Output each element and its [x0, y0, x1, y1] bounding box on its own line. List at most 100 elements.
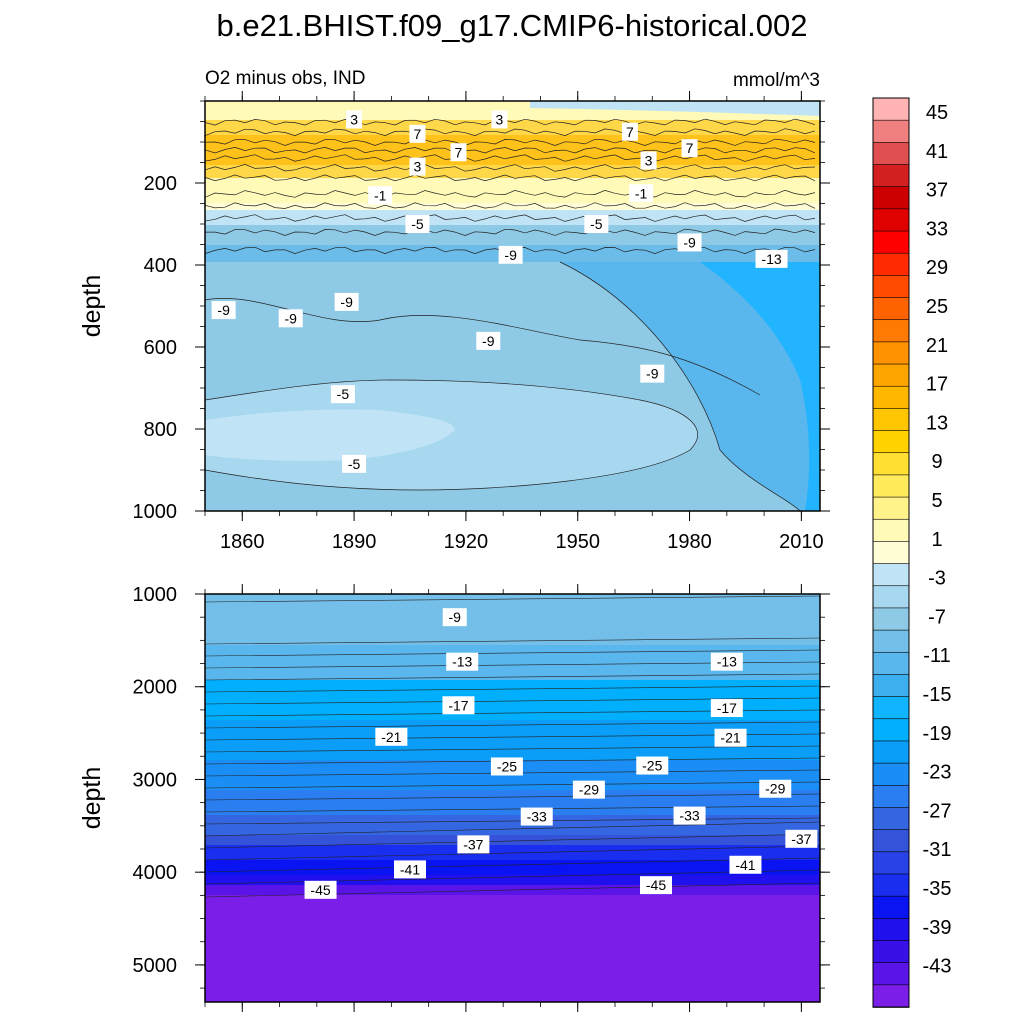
- contour-label-box: [520, 807, 553, 826]
- upper-contour-line: [204, 128, 816, 137]
- contour-label-text: 7: [626, 124, 634, 140]
- units-label: mmol/m^3: [733, 70, 820, 91]
- contour-label: -37: [785, 829, 818, 848]
- contour-label: 7: [450, 143, 467, 162]
- contour-label: -13: [755, 249, 788, 268]
- contour-label-text: -25: [497, 758, 517, 774]
- contour-label: 3: [491, 110, 508, 129]
- contour-label: -45: [640, 876, 672, 895]
- upper-contour-line: [204, 189, 816, 198]
- contour-label-text: -33: [527, 809, 547, 825]
- contour-label: -25: [636, 756, 669, 775]
- lower-contour-line: [204, 721, 821, 729]
- contour-label-box: [629, 184, 654, 203]
- contour-label-text: -41: [400, 861, 420, 877]
- contour-label-box: [278, 309, 303, 328]
- upper-contour-line: [204, 379, 698, 491]
- colorbar-swatch: [872, 541, 910, 565]
- contour-label-text: -21: [720, 730, 740, 746]
- upper-deepest-blue-region: [700, 262, 820, 511]
- colorbar-label: 25: [926, 296, 948, 318]
- contour-label-box: [442, 608, 467, 627]
- contour-label-box: [677, 233, 702, 252]
- colorbar: 45 41 37 33 29 25 21 17 13 9 5 1 -3 -7 -11 -15 -19 -23 -27…: [872, 97, 951, 1008]
- colorbar-swatch: [872, 873, 910, 897]
- contour-label: -17: [710, 699, 743, 718]
- contour-label: 3: [409, 157, 426, 176]
- contour-label: -13: [446, 652, 479, 671]
- colorbar-frame: [872, 97, 910, 1008]
- colorbar-swatch: [872, 430, 910, 454]
- contour-label-box: [409, 157, 426, 176]
- contour-label: -21: [375, 727, 408, 746]
- contour-label-text: 7: [455, 144, 463, 160]
- lower-contour-labels: -9 -13 -13 -17 -17 -21 -21 -25 -25 -29 -29 -33 -33 -3…: [304, 608, 818, 899]
- colorbar-swatch: [872, 918, 910, 942]
- contour-label-text: -13: [452, 654, 472, 670]
- colorbar-swatch: [872, 851, 910, 875]
- contour-label-box: [498, 245, 523, 264]
- contour-label: 3: [346, 110, 363, 129]
- contour-label-text: 7: [686, 140, 694, 156]
- colorbar-swatch: [872, 97, 910, 121]
- contour-label: -29: [572, 780, 605, 799]
- contour-label-text: -9: [217, 302, 230, 318]
- contour-label-text: -37: [791, 831, 811, 847]
- contour-label-box: [394, 860, 426, 879]
- colorbar-swatch: [872, 275, 910, 299]
- y-tick-label: 200: [144, 173, 177, 195]
- colorbar-swatch: [872, 452, 910, 476]
- contour-label: -9: [334, 292, 359, 311]
- colorbar-swatch: [872, 607, 910, 631]
- contour-label-box: [584, 215, 609, 233]
- lower-contour-line: [204, 857, 821, 873]
- colorbar-swatch: [872, 895, 910, 920]
- upper-contour-line: [204, 164, 816, 172]
- contour-label-text: -9: [449, 609, 462, 625]
- upper-contour-fill: [205, 101, 820, 511]
- contour-label-box: [457, 835, 490, 854]
- contour-label-box: [710, 699, 743, 718]
- upper-contour-line: [559, 261, 801, 512]
- upper-band: [205, 203, 820, 210]
- contour-label-box: [446, 652, 479, 671]
- contour-label-box: [409, 124, 426, 143]
- lower-contour-line: [204, 637, 821, 645]
- contour-label-box: [346, 110, 363, 129]
- upper-band: [205, 165, 820, 178]
- colorbar-swatch: [872, 629, 910, 654]
- upper-deep-blue-region: [560, 262, 820, 511]
- contour-label: -41: [729, 855, 762, 874]
- colorbar-label: 5: [931, 490, 942, 512]
- contour-label: -9: [498, 245, 523, 264]
- colorbar-swatch: [872, 518, 910, 543]
- colorbar-swatch: [872, 142, 910, 166]
- colorbar-swatch: [872, 341, 910, 365]
- contour-label: -9: [476, 331, 501, 350]
- contour-label: -1: [368, 186, 393, 205]
- contour-label-box: [491, 110, 508, 129]
- lower-contour-line: [204, 745, 821, 753]
- contour-label-box: [729, 855, 762, 874]
- contour-label-box: [450, 143, 467, 162]
- contour-label-text: -33: [679, 808, 699, 824]
- contour-label: -45: [304, 880, 337, 899]
- colorbar-swatch: [872, 186, 910, 210]
- colorbar-swatch: [872, 363, 910, 388]
- colorbar-swatch: [872, 496, 910, 521]
- colorbar-label: 13: [926, 412, 948, 434]
- contour-label-text: -9: [504, 247, 517, 263]
- contour-label-text: 7: [414, 126, 422, 142]
- y-tick-label: 600: [144, 337, 177, 359]
- contour-label-box: [476, 331, 501, 350]
- contour-label-text: -13: [717, 654, 737, 670]
- upper-contour-line: [204, 147, 816, 154]
- contour-label: -33: [673, 806, 706, 825]
- colorbar-swatch: [872, 319, 910, 343]
- colorbar-swatch: [872, 829, 910, 853]
- contour-label: -9: [677, 233, 702, 252]
- contour-label-box: [375, 727, 408, 746]
- contour-label-text: 3: [645, 152, 653, 168]
- contour-label: -17: [442, 696, 475, 715]
